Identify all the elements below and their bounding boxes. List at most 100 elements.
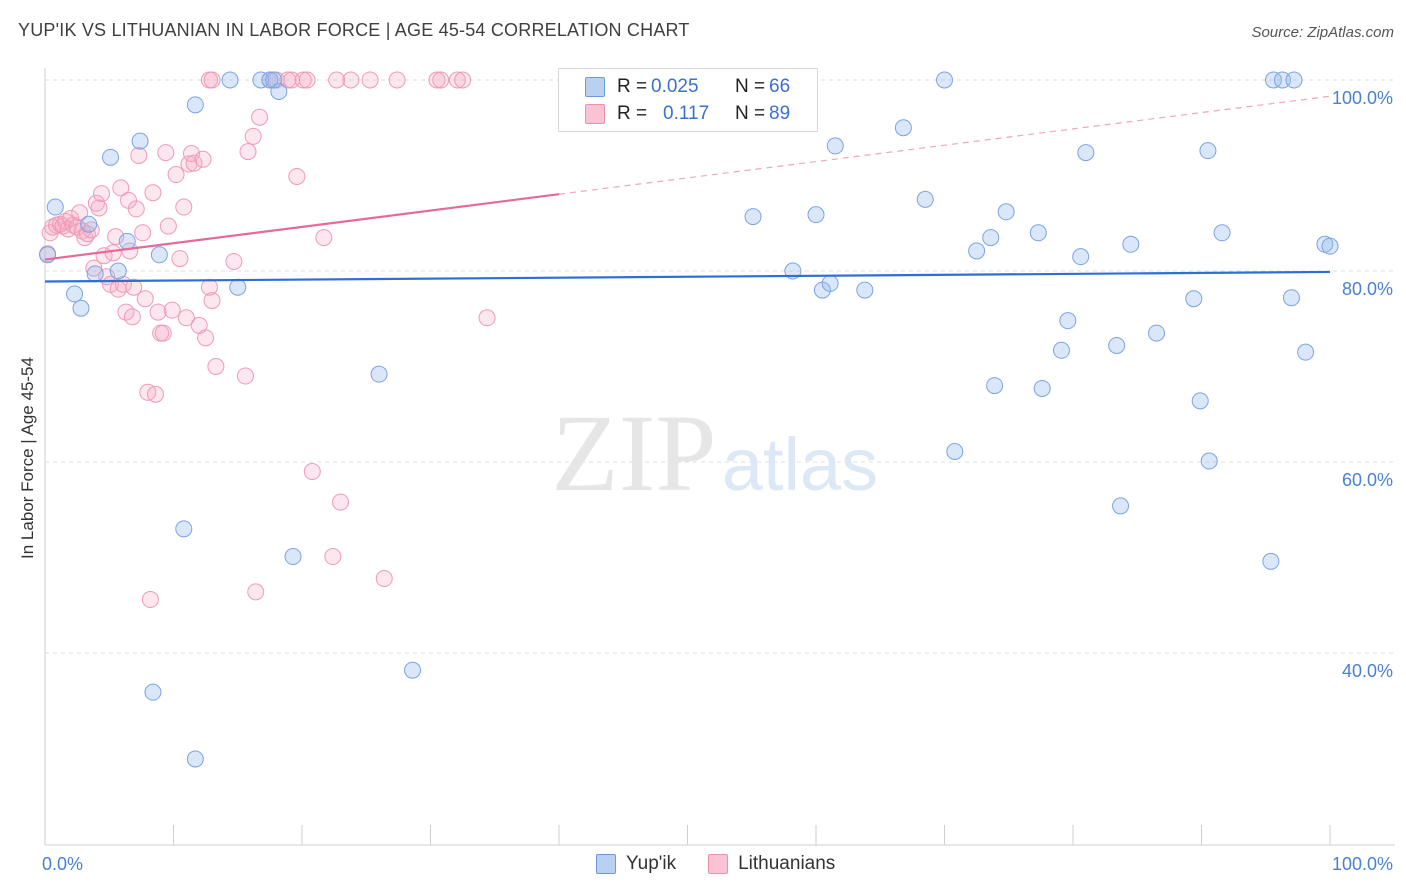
legend-item-yupik[interactable]: Yup'ik	[596, 853, 676, 875]
yupik-point	[894, 119, 912, 137]
yupik-point	[1199, 142, 1217, 160]
legend-row-lithuanians: R = 0.117 N = 89	[585, 102, 790, 126]
yupik-point	[66, 285, 84, 303]
yupik-point	[284, 548, 302, 566]
lithuanians-point	[123, 308, 141, 326]
lithuanians-point	[175, 198, 193, 216]
lithuanians-point	[236, 367, 254, 385]
y-tick-label: 40.0%	[1342, 661, 1393, 681]
lithuanians-point	[207, 358, 225, 375]
x-tick-label: 100.0%	[1332, 854, 1393, 874]
yupik-point	[144, 683, 162, 701]
yupik-point	[1052, 341, 1070, 359]
n-label: N =	[735, 103, 766, 124]
lithuanians-point	[197, 329, 215, 347]
source-label: Source: ZipAtlas.com	[1251, 24, 1394, 41]
lithuanians-trend-line	[44, 193, 560, 261]
lithuanians-point	[279, 71, 297, 89]
lithuanians-point	[85, 259, 103, 277]
yupik-point	[1077, 144, 1095, 162]
lithuanians-point	[171, 250, 189, 268]
yupik-trend-line	[44, 270, 1331, 283]
yupik-point	[118, 232, 136, 250]
lithuanians-point	[225, 252, 243, 270]
lithuanians-point	[303, 463, 321, 481]
n-value-lithuanians: 89	[769, 103, 791, 124]
lithuanians-point	[144, 184, 162, 202]
lithuanians-point	[147, 385, 165, 403]
n-label: N =	[735, 76, 766, 97]
lithuanians-point	[149, 303, 167, 321]
yupik-point	[261, 71, 279, 89]
lithuanians-point	[127, 200, 145, 218]
lithuanians-point	[298, 71, 316, 89]
watermark: ZIP atlas	[552, 392, 879, 514]
axes	[44, 68, 1395, 846]
yupik-point	[1262, 552, 1280, 570]
yupik-point	[1033, 379, 1051, 397]
legend-swatch-yupik	[596, 854, 616, 874]
y-tick-label: 80.0%	[1342, 279, 1393, 299]
yupik-points	[39, 71, 1339, 768]
r-label: R =	[617, 76, 648, 97]
tick-labels: 100.0% 80.0% 60.0% 40.0% 0.0% 100.0%	[42, 88, 1393, 874]
lithuanians-point	[247, 583, 265, 601]
yupik-point	[186, 96, 204, 114]
yupik-point	[1264, 71, 1282, 89]
yupik-point	[46, 198, 64, 216]
chart-title: YUP'IK VS LITHUANIAN IN LABOR FORCE | AG…	[18, 20, 690, 40]
lithuanians-point	[134, 224, 152, 242]
r-value-lithuanians: 0.117	[663, 103, 710, 124]
yupik-point	[80, 215, 98, 233]
lithuanians-point	[203, 71, 221, 89]
lithuanians-point	[332, 493, 350, 511]
legend-item-lithuanians[interactable]: Lithuanians	[708, 853, 835, 875]
yupik-point	[807, 206, 825, 224]
x-tick-label: 0.0%	[42, 854, 83, 874]
lithuanians-point	[203, 292, 221, 310]
lithuanians-point	[136, 290, 154, 308]
yupik-point	[1072, 248, 1090, 266]
series-legend: Yup'ik Lithuanians	[596, 852, 867, 876]
lithuanians-point	[342, 71, 360, 89]
yupik-point	[1122, 235, 1140, 253]
lithuanians-point	[288, 167, 306, 185]
lithuanians-point	[428, 71, 446, 89]
yupik-point	[86, 265, 104, 283]
lithuanians-point	[104, 244, 122, 262]
yupik-point	[1191, 392, 1209, 410]
lithuanians-point	[157, 144, 175, 162]
yupik-point	[1285, 71, 1303, 89]
lithuanians-point	[71, 204, 89, 222]
legend-swatch-yupik	[585, 77, 605, 97]
lithuanians-point	[375, 570, 393, 588]
yupik-point	[1213, 224, 1231, 242]
lithuanians-point	[154, 324, 172, 342]
yupik-point	[1273, 71, 1291, 89]
lithuanians-point	[448, 71, 466, 89]
lithuanians-point	[432, 71, 450, 89]
yupik-point	[1148, 324, 1166, 342]
lithuanians-point	[185, 154, 203, 172]
legend-row-yupik: R = 0.025 N = 66	[585, 75, 790, 99]
yupik-point	[72, 299, 90, 317]
yupik-point	[370, 365, 388, 383]
yupik-point	[821, 274, 839, 292]
lithuanians-point	[454, 71, 472, 89]
yupik-point	[404, 661, 422, 679]
lithuanians-point	[159, 217, 177, 235]
yupik-point	[986, 377, 1004, 395]
yupik-point	[175, 520, 193, 538]
lithuanians-point	[324, 548, 342, 566]
yupik-point	[109, 262, 127, 280]
lithuanians-point	[244, 127, 262, 145]
lithuanians-point	[194, 150, 212, 168]
yupik-point	[1200, 452, 1218, 470]
lithuanians-point	[167, 166, 185, 184]
lithuanians-point	[283, 71, 301, 89]
yupik-point	[1059, 312, 1077, 330]
watermark-atlas: atlas	[722, 423, 878, 506]
y-tick-label: 100.0%	[1332, 88, 1393, 108]
lithuanians-point	[62, 209, 80, 227]
r-value-yupik: 0.025	[651, 76, 699, 97]
